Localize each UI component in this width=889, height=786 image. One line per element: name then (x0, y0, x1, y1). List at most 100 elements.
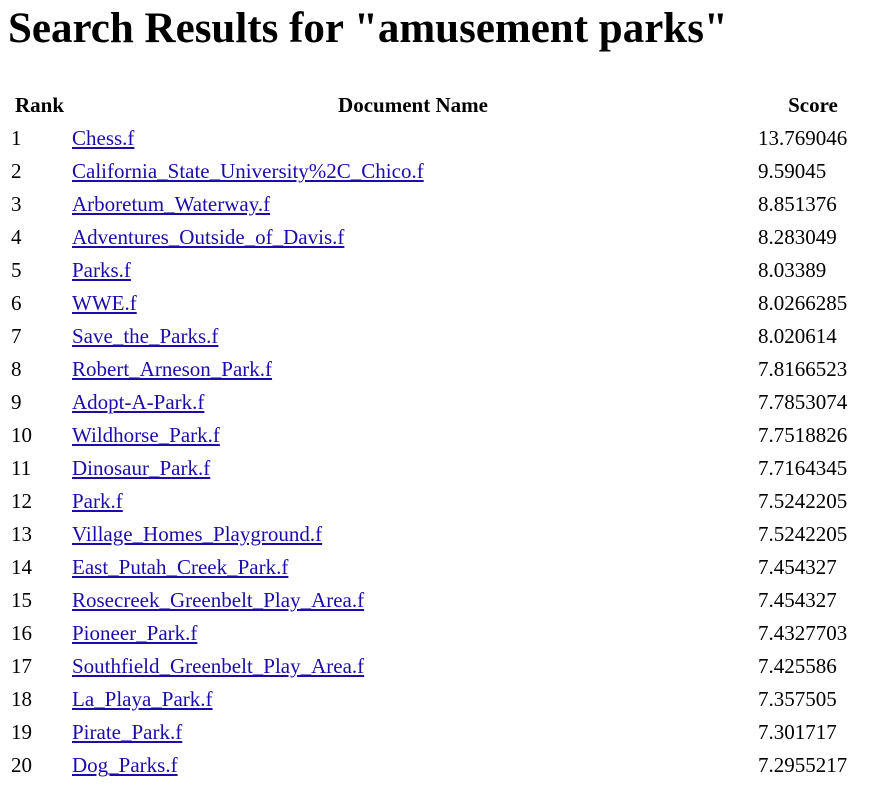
score-cell: 7.7164345 (758, 456, 848, 480)
document-link[interactable]: Southfield_Greenbelt_Play_Area.f (72, 654, 365, 678)
results-table: Rank Document Name Score 1 Chess.f 13.7690… (8, 88, 871, 783)
score-cell: 7.7518826 (758, 423, 848, 447)
score-cell: 7.4327703 (758, 621, 848, 645)
rank-cell: 11 (11, 456, 32, 480)
table-row: 10 Wildhorse_Park.f 7.7518826 (10, 420, 869, 451)
rank-cell: 5 (11, 258, 22, 282)
document-link[interactable]: Pioneer_Park.f (72, 621, 198, 645)
page-title: Search Results for "amusement parks" (8, 5, 728, 52)
score-cell: 8.03389 (758, 258, 827, 282)
document-link[interactable]: East_Putah_Creek_Park.f (72, 555, 289, 579)
score-cell: 7.454327 (758, 555, 837, 579)
document-link[interactable]: Arboretum_Waterway.f (72, 192, 271, 216)
rank-cell: 6 (11, 291, 22, 315)
document-name-cell: La_Playa_Park.f (71, 684, 755, 715)
rank-cell: 20 (11, 753, 32, 777)
score-cell: 7.425586 (758, 654, 837, 678)
document-link[interactable]: WWE.f (72, 291, 137, 315)
score-cell: 7.301717 (758, 720, 837, 744)
document-link[interactable]: Save_the_Parks.f (72, 324, 219, 348)
rank-cell: 18 (11, 687, 32, 711)
score-cell: 7.5242205 (758, 522, 848, 546)
document-link[interactable]: Dinosaur_Park.f (72, 456, 211, 480)
table-row: 9 Adopt-A-Park.f 7.7853074 (10, 387, 869, 418)
rank-cell: 15 (11, 588, 32, 612)
document-name-cell: Pioneer_Park.f (71, 618, 755, 649)
rank-cell: 16 (11, 621, 32, 645)
document-link[interactable]: Robert_Arneson_Park.f (72, 357, 273, 381)
document-name-cell: Chess.f (71, 123, 755, 154)
document-name-column-header: Document Name (338, 93, 488, 117)
rank-cell: 2 (11, 159, 22, 183)
score-cell: 13.769046 (758, 126, 848, 150)
table-row: 11 Dinosaur_Park.f 7.7164345 (10, 453, 869, 484)
score-cell: 7.8166523 (758, 357, 848, 381)
score-column-header: Score (788, 93, 838, 117)
rank-cell: 4 (11, 225, 22, 249)
score-cell: 7.7853074 (758, 390, 848, 414)
document-name-cell: Pirate_Park.f (71, 717, 755, 748)
header-row: Rank Document Name Score (10, 90, 869, 121)
table-row: 16 Pioneer_Park.f 7.4327703 (10, 618, 869, 649)
table-row: 12 Park.f 7.5242205 (10, 486, 869, 517)
rank-cell: 13 (11, 522, 32, 546)
rank-cell: 17 (11, 654, 32, 678)
document-name-cell: Save_the_Parks.f (71, 321, 755, 352)
score-cell: 7.5242205 (758, 489, 848, 513)
table-row: 7 Save_the_Parks.f 8.020614 (10, 321, 869, 352)
score-cell: 9.59045 (758, 159, 827, 183)
rank-cell: 3 (11, 192, 22, 216)
document-link[interactable]: Rosecreek_Greenbelt_Play_Area.f (72, 588, 365, 612)
rank-column-header: Rank (14, 93, 65, 117)
document-link[interactable]: Dog_Parks.f (72, 753, 178, 777)
score-cell: 8.020614 (758, 324, 837, 348)
rank-cell: 10 (11, 423, 32, 447)
document-name-cell: East_Putah_Creek_Park.f (71, 552, 755, 583)
document-link[interactable]: Village_Homes_Playground.f (72, 522, 323, 546)
document-name-cell: Dinosaur_Park.f (71, 453, 755, 484)
table-row: 20 Dog_Parks.f 7.2955217 (10, 750, 869, 781)
table-row: 8 Robert_Arneson_Park.f 7.8166523 (10, 354, 869, 385)
document-name-cell: Park.f (71, 486, 755, 517)
document-name-cell: WWE.f (71, 288, 755, 319)
table-row: 17 Southfield_Greenbelt_Play_Area.f 7.4255… (10, 651, 869, 682)
table-row: 4 Adventures_Outside_of_Davis.f 8.283049 (10, 222, 869, 253)
score-cell: 8.851376 (758, 192, 837, 216)
document-link[interactable]: Wildhorse_Park.f (72, 423, 220, 447)
table-row: 6 WWE.f 8.0266285 (10, 288, 869, 319)
score-cell: 7.2955217 (758, 753, 848, 777)
rank-cell: 9 (11, 390, 22, 414)
rank-cell: 1 (11, 126, 22, 150)
document-name-cell: Village_Homes_Playground.f (71, 519, 755, 550)
results-body: 1 Chess.f 13.769046 2 California_State_Unive… (10, 123, 869, 781)
document-name-cell: Rosecreek_Greenbelt_Play_Area.f (71, 585, 755, 616)
document-name-cell: Adventures_Outside_of_Davis.f (71, 222, 755, 253)
score-cell: 7.357505 (758, 687, 837, 711)
document-name-cell: Parks.f (71, 255, 755, 286)
document-name-cell: Dog_Parks.f (71, 750, 755, 781)
score-cell: 8.283049 (758, 225, 837, 249)
document-name-cell: Robert_Arneson_Park.f (71, 354, 755, 385)
table-row: 15 Rosecreek_Greenbelt_Play_Area.f 7.45432… (10, 585, 869, 616)
rank-cell: 19 (11, 720, 32, 744)
table-row: 14 East_Putah_Creek_Park.f 7.454327 (10, 552, 869, 583)
rank-cell: 12 (11, 489, 32, 513)
document-link[interactable]: Adopt-A-Park.f (72, 390, 205, 414)
document-link[interactable]: Adventures_Outside_of_Davis.f (72, 225, 345, 249)
document-name-cell: Southfield_Greenbelt_Play_Area.f (71, 651, 755, 682)
score-cell: 7.454327 (758, 588, 837, 612)
table-row: 2 California_State_University%2C_Chico.f 9… (10, 156, 869, 187)
document-link[interactable]: Pirate_Park.f (72, 720, 183, 744)
rank-cell: 8 (11, 357, 22, 381)
document-link[interactable]: Parks.f (72, 258, 131, 282)
document-link[interactable]: La_Playa_Park.f (72, 687, 213, 711)
rank-cell: 7 (11, 324, 22, 348)
table-row: 13 Village_Homes_Playground.f 7.5242205 (10, 519, 869, 550)
table-row: 3 Arboretum_Waterway.f 8.851376 (10, 189, 869, 220)
document-name-cell: Adopt-A-Park.f (71, 387, 755, 418)
document-link[interactable]: Park.f (72, 489, 123, 513)
document-link[interactable]: California_State_University%2C_Chico.f (72, 159, 424, 183)
rank-cell: 14 (11, 555, 32, 579)
document-link[interactable]: Chess.f (72, 126, 135, 150)
score-cell: 8.0266285 (758, 291, 848, 315)
